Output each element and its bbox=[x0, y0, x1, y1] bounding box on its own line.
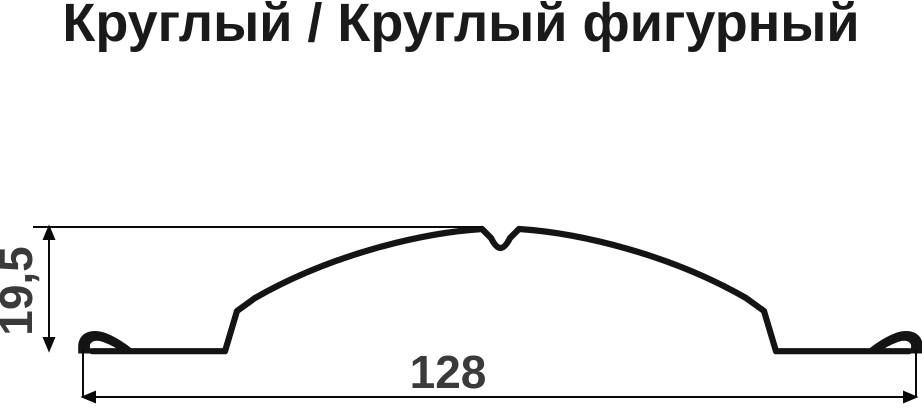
svg-text:19,5: 19,5 bbox=[0, 246, 42, 336]
svg-text:128: 128 bbox=[410, 346, 487, 398]
